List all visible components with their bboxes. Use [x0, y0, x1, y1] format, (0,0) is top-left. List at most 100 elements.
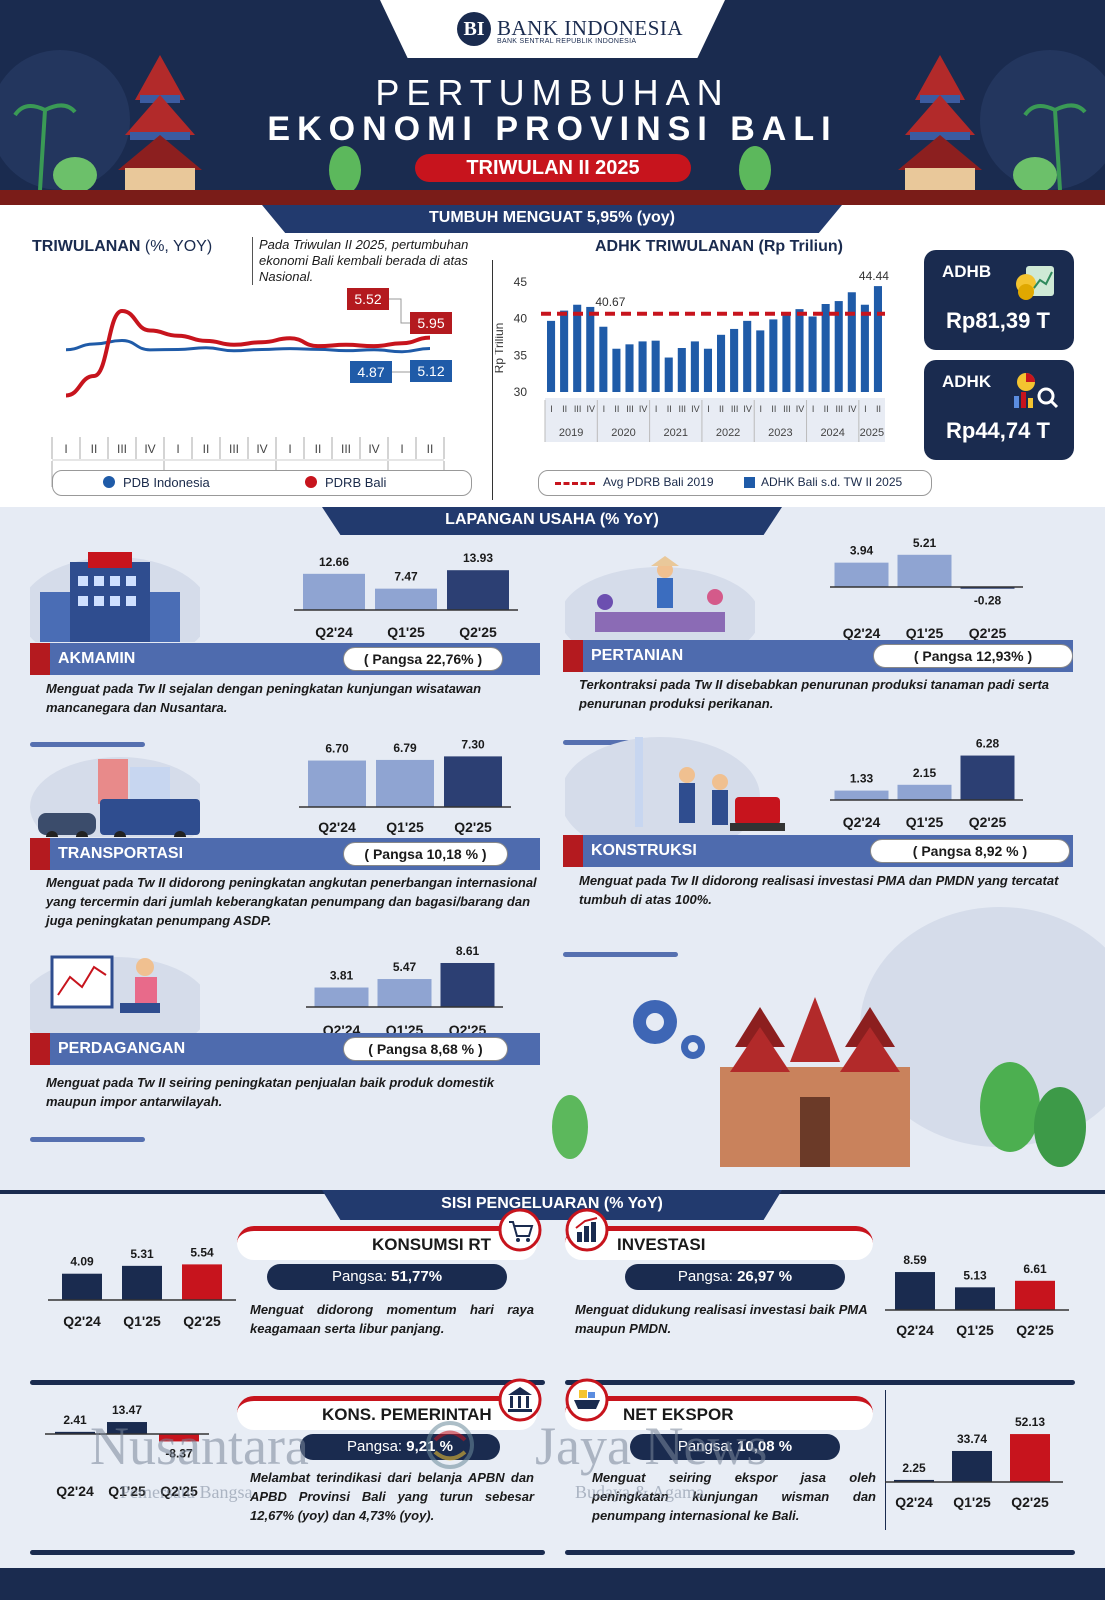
pill-kons-pemerintah: KONS. PEMERINTAH: [237, 1396, 537, 1430]
value-label: 6.61: [1023, 1262, 1047, 1276]
kons-pemerintah-bar-chart: 2.41 Q2'24 13.47 Q1'25 -8.37 Q2'25: [45, 1403, 209, 1499]
year-tick-label: 2022: [716, 427, 740, 439]
adhk-bar: [873, 286, 882, 392]
category-label: Q1'25: [956, 1322, 994, 1338]
net-ekspor-bar-chart: 2.25 Q2'24 33.74 Q1'25 52.13 Q2'25: [885, 1415, 1063, 1510]
adhk-bar: [586, 306, 595, 392]
category-label: Q2'25: [454, 819, 492, 835]
stat-adhb: ADHB Rp81,39 T: [924, 250, 1074, 350]
adhk-bar: [808, 316, 817, 392]
separator: [30, 1380, 545, 1385]
investasi-bar-chart: 8.59 Q2'24 5.13 Q1'25 6.61 Q2'25: [885, 1253, 1069, 1338]
quarter-tick-label: IV: [691, 404, 700, 414]
stat-adhk-value: Rp44,74 T: [946, 418, 1050, 443]
quarter-tick-label: IV: [743, 404, 752, 414]
value-bar: [1010, 1434, 1050, 1482]
quarter-tick-label: I: [603, 404, 606, 414]
annotation-box: [347, 288, 389, 310]
year-tick-label: 2020: [611, 427, 635, 439]
legend-pdb: PDB Indonesia: [123, 475, 210, 490]
category-label: Q2'25: [459, 624, 497, 640]
legend-avg: Avg PDRB Bali 2019: [603, 475, 714, 489]
quarter-tick-label: II: [315, 442, 322, 456]
year-tick-label: 2024: [820, 427, 844, 439]
hotel-icon: [30, 552, 200, 642]
year-tick-label: 2025: [860, 427, 884, 439]
stat-adhk-label: ADHK: [942, 372, 992, 391]
data-label: 40.67: [595, 295, 625, 309]
desc-akmamin: Menguat pada Tw II sejalan dengan pening…: [46, 681, 482, 715]
separator: [563, 952, 678, 957]
annotation-label: 5.12: [417, 363, 444, 379]
quarter-tick-label: II: [562, 404, 567, 414]
value-label: 2.41: [63, 1413, 87, 1427]
adhk-bar: [834, 301, 843, 392]
quarter-tick-label: I: [760, 404, 763, 414]
quarter-tick-label: IV: [639, 404, 648, 414]
value-label: 8.59: [903, 1253, 927, 1267]
annotation-label: 4.87: [357, 364, 384, 380]
annotation-label: 5.95: [417, 315, 444, 331]
sector-marker: [30, 838, 50, 870]
value-label: -0.28: [974, 594, 1002, 608]
value-label: 2.25: [902, 1461, 926, 1475]
value-bar: [447, 570, 509, 610]
value-label: 33.74: [957, 1432, 987, 1446]
left-chart-title: TRIWULANAN (%, YOY): [32, 238, 213, 255]
category-label: Q1'25: [108, 1483, 146, 1499]
gear-icon: [633, 1000, 705, 1059]
value-bar: [834, 790, 889, 800]
pangsa-transportasi: ( Pangsa 10,18 % ): [343, 842, 508, 866]
bus-icon: [30, 757, 200, 837]
desc-net-ekspor: Menguat seiring ekspor jasa oleh peningk…: [592, 1470, 876, 1523]
right-temple-icon: [898, 55, 982, 190]
money-coins-icon: [1016, 266, 1054, 300]
quarter-tick-label: II: [667, 404, 672, 414]
pill-net-ekspor: NET EKSPOR: [565, 1396, 873, 1430]
adhk-bar: [690, 341, 699, 392]
value-bar: [377, 979, 432, 1007]
logo-subtitle: BANK SENTRAL REPUBLIK INDONESIA: [497, 38, 637, 45]
value-label: 5.13: [963, 1268, 987, 1282]
annotation-label: 5.52: [354, 291, 381, 307]
quarter-tick-label: III: [679, 404, 687, 414]
data-label: 44.44: [859, 270, 889, 283]
legend-dash-red: [555, 482, 595, 485]
value-label: 4.09: [70, 1255, 94, 1269]
adhk-bar: [612, 348, 621, 392]
category-label: Q2'25: [160, 1483, 198, 1499]
annotation-box: [410, 360, 452, 382]
value-label: 7.47: [394, 570, 418, 584]
stat-adhb-value: Rp81,39 T: [946, 308, 1050, 333]
value-label: 6.79: [393, 741, 417, 755]
logo-title: BANK INDONESIA: [497, 16, 684, 40]
desc-konstruksi: Menguat pada Tw II didorong realisasi in…: [579, 873, 1059, 907]
value-bar: [897, 554, 952, 587]
y-tick-label: 40: [514, 312, 528, 326]
value-bar: [955, 1287, 995, 1310]
desc-pertanian: Terkontraksi pada Tw II disebabkan penur…: [579, 677, 1050, 711]
pangsa-konstruksi: ( Pangsa 8,92 % ): [870, 839, 1070, 863]
temple-scenery: [0, 50, 1105, 194]
summary-banner: TUMBUH MENGUAT 5,95% (yoy): [262, 205, 842, 233]
category-label: Q2'24: [56, 1483, 94, 1499]
adhk-bar: [599, 326, 608, 392]
category-label: Q2'24: [318, 819, 356, 835]
series-line-pdb: [65, 339, 431, 354]
category-label: Q1'25: [386, 819, 424, 835]
left-temple-icon: [118, 55, 202, 190]
value-bar: [62, 1273, 102, 1300]
quarter-tick-label: III: [626, 404, 634, 414]
value-bar: [107, 1422, 147, 1434]
export-ship-icon: [565, 1378, 609, 1422]
adhk-bar: [625, 344, 634, 392]
quarter-tick-label: I: [64, 442, 67, 456]
pangsa-kons-pemerintah: Pangsa: 9,21 %: [300, 1434, 500, 1460]
divider: [492, 260, 493, 500]
adhk-bar: [821, 304, 830, 392]
government-building-icon: [498, 1378, 542, 1422]
y-tick-label: 35: [514, 348, 528, 362]
value-label: 5.54: [190, 1245, 214, 1259]
spending-banner: SISI PENGELUARAN (% YoY): [322, 1190, 782, 1220]
value-label: 5.21: [913, 537, 937, 550]
